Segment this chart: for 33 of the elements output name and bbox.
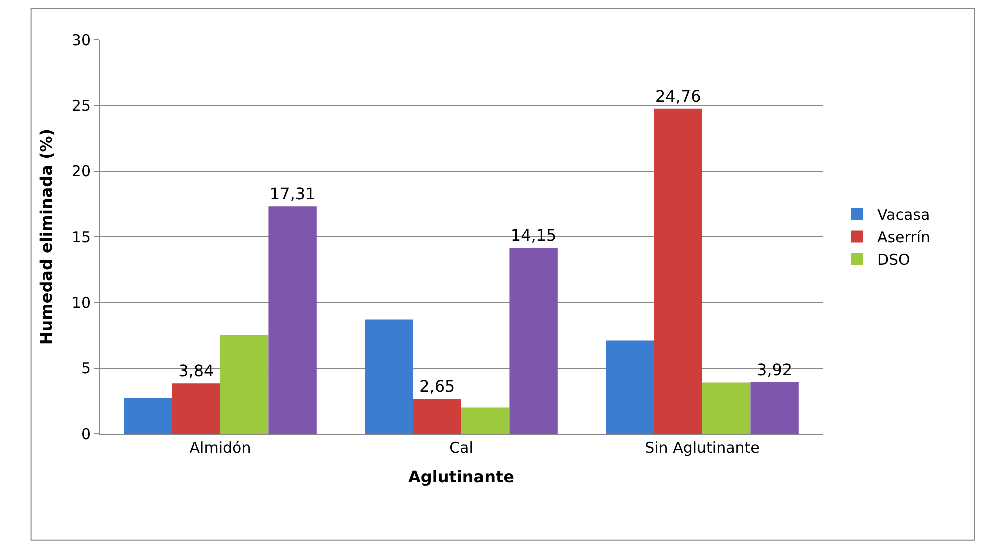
x-axis-title: Aglutinante: [408, 468, 515, 487]
bar: [268, 206, 317, 434]
data-label: 2,65: [420, 377, 456, 396]
data-label: 14,15: [510, 226, 557, 246]
data-label: 3,84: [178, 362, 214, 381]
bar: [654, 108, 702, 434]
y-tick-label: 0: [81, 425, 91, 444]
data-label: 24,76: [655, 86, 702, 106]
bar: [462, 408, 510, 434]
y-tick-label: 20: [72, 162, 91, 181]
legend-label: DSO: [877, 251, 910, 270]
bar: [606, 340, 654, 434]
bar: [172, 384, 220, 434]
data-label: 3,92: [756, 360, 793, 380]
bar: [510, 248, 558, 434]
bar: [702, 382, 751, 434]
bar: [124, 398, 172, 434]
bar: [750, 382, 799, 434]
bar: [220, 336, 269, 434]
y-tick-label: 30: [72, 31, 91, 50]
legend-label: Aserrín: [877, 228, 931, 247]
y-tick-label: 25: [72, 96, 91, 115]
y-tick-label: 10: [72, 294, 91, 312]
y-tick-label: 5: [81, 360, 91, 378]
x-tick-label: Sin Aglutinante: [645, 439, 760, 457]
legend-label: Vacasa: [877, 206, 930, 224]
data-label: 17,31: [270, 184, 316, 204]
bar: [413, 399, 462, 434]
y-tick-label: 15: [72, 228, 91, 246]
y-axis-title: Humedad eliminada (%): [36, 128, 56, 346]
bar: [365, 320, 414, 434]
x-tick-label: Almidón: [190, 439, 252, 457]
x-tick-label: Cal: [450, 439, 474, 457]
